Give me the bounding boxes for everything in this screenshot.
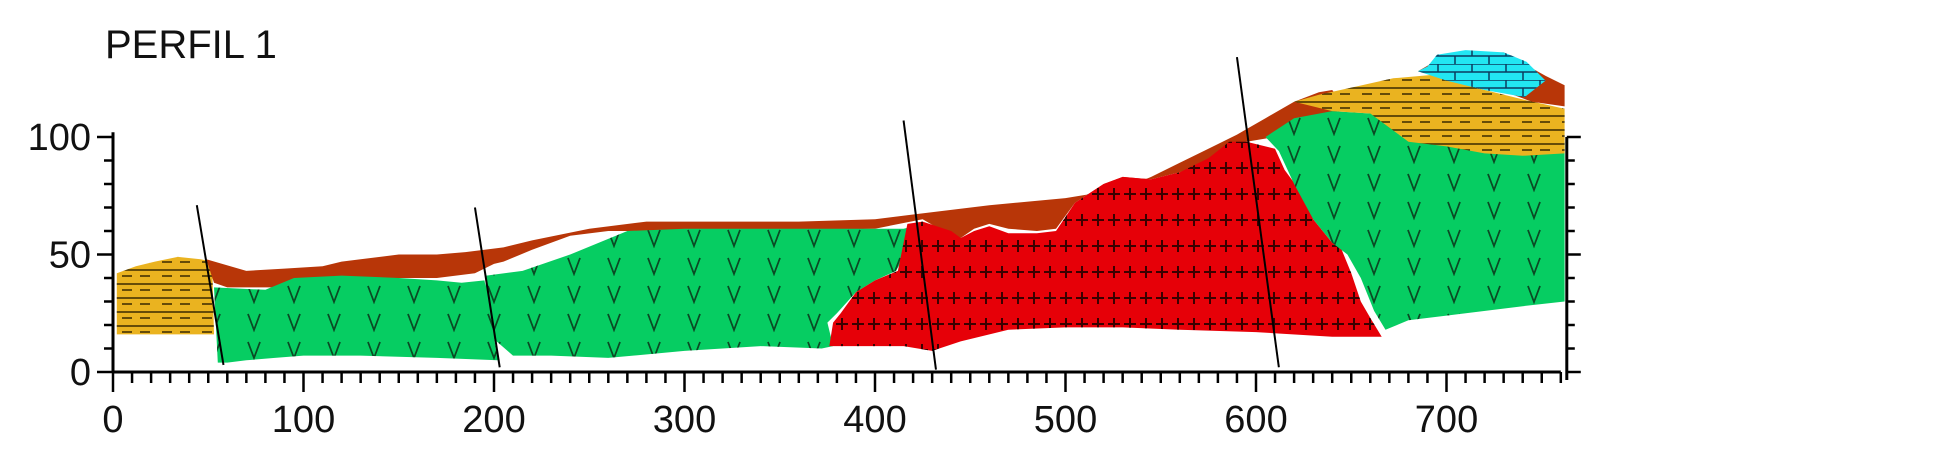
fault-2 [473, 207, 501, 368]
x-tick-label: 0 [102, 399, 123, 441]
fault-4 [1235, 56, 1280, 368]
y-tick-label: 0 [70, 352, 91, 394]
x-tick-label: 400 [843, 399, 906, 441]
unit-red-intrusion-pattern [829, 141, 1382, 351]
fault-1 [195, 204, 225, 366]
fault-lines [195, 56, 1280, 370]
unit-cyan-cap-pattern [1417, 50, 1546, 98]
figure-title: PERFIL 1 [105, 23, 277, 67]
unit-yellow-left-pattern [116, 256, 214, 335]
axes: 0 100 200 300 400 500 600 700 0 50 100 [28, 117, 1581, 441]
unit-green-center-pattern [480, 223, 923, 358]
y-tick-label: 50 [49, 235, 91, 277]
unit-yellow-right-pattern [1294, 73, 1565, 156]
fault-3 [902, 120, 937, 370]
x-tick-label: 300 [653, 399, 716, 441]
x-tick-label: 200 [462, 399, 525, 441]
y-tick-label: 100 [28, 117, 91, 159]
x-tick-label: 500 [1034, 399, 1097, 441]
x-tick-label: 700 [1415, 399, 1478, 441]
x-tick-label: 100 [272, 399, 335, 441]
geologic-units [116, 50, 1565, 363]
x-tick-label: 600 [1224, 399, 1287, 441]
unit-green-left-pattern [214, 275, 498, 363]
unit-green-right-pattern [1265, 111, 1565, 330]
